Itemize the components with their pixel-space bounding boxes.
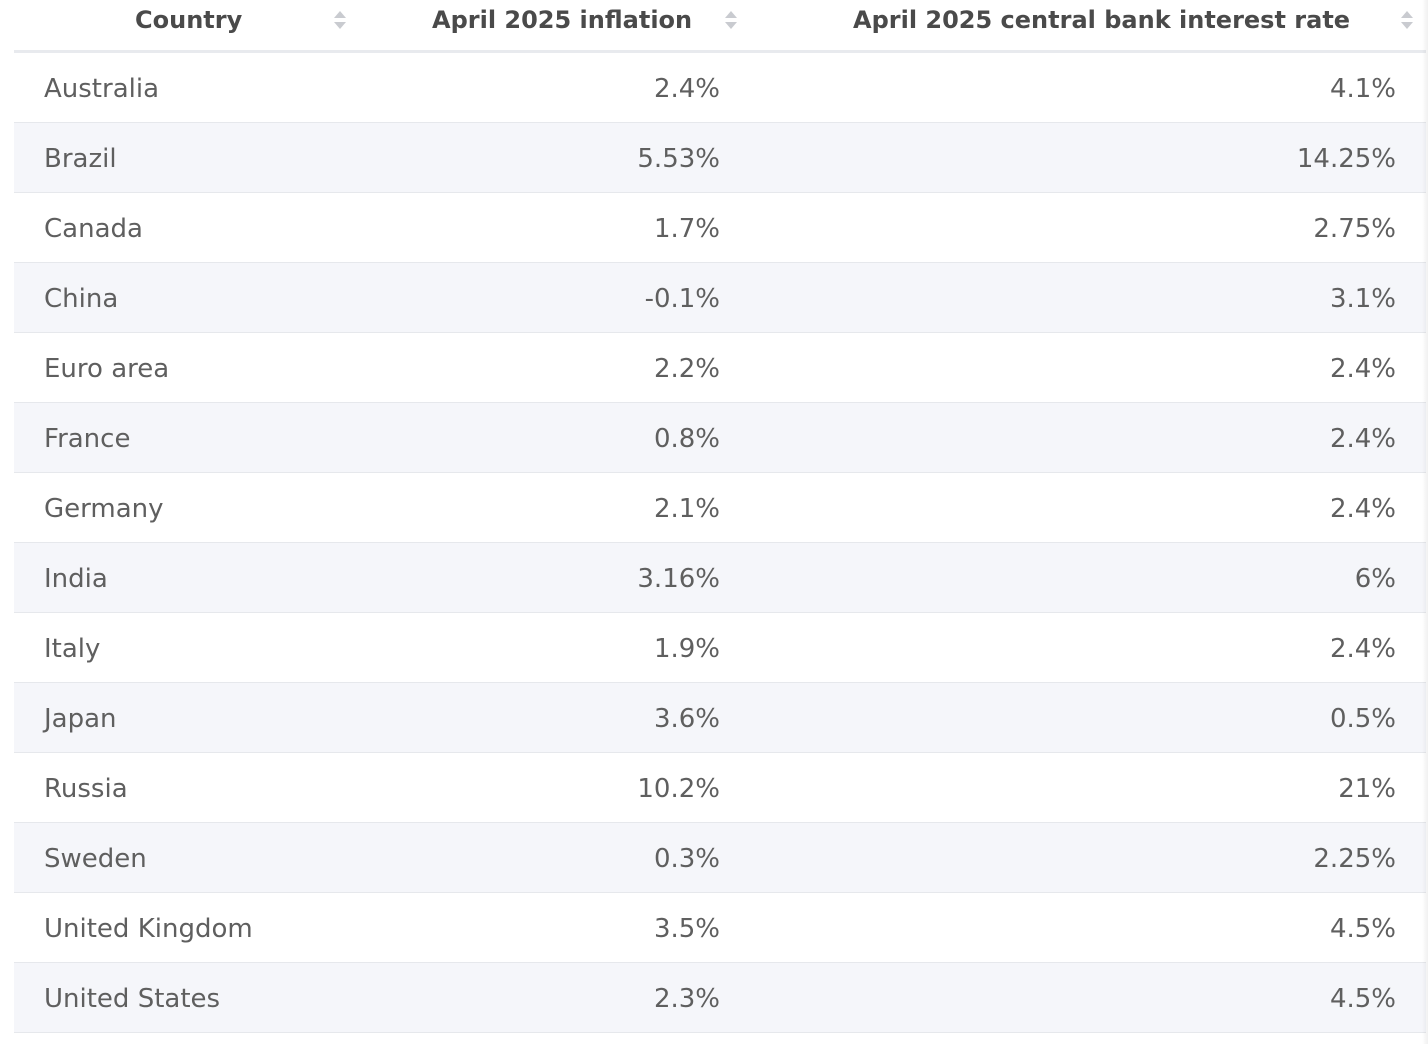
cell-interest-rate: 2.4% (1329, 494, 1396, 524)
cell-country: Germany (44, 494, 164, 524)
sort-icon[interactable] (1400, 8, 1414, 32)
cell-interest-rate: 4.5% (1329, 984, 1396, 1014)
table-row: China -0.1% 3.1% (14, 263, 1426, 333)
table-row: Germany 2.1% 2.4% (14, 473, 1426, 543)
cell-interest-rate: 2.4% (1329, 354, 1396, 384)
cell-inflation: 3.16% (637, 564, 720, 594)
cell-interest-rate: 21% (1338, 774, 1396, 804)
table-row: Japan 3.6% 0.5% (14, 683, 1426, 753)
column-header-country[interactable]: Country (135, 0, 242, 40)
cell-inflation: 0.3% (653, 844, 720, 874)
table-row: Sweden 0.3% 2.25% (14, 823, 1426, 893)
cell-inflation: 2.1% (653, 494, 720, 524)
cell-country: Australia (44, 74, 160, 104)
cell-interest-rate: 2.4% (1329, 424, 1396, 454)
sort-icon[interactable] (724, 8, 738, 32)
cell-interest-rate: 2.75% (1313, 214, 1396, 244)
cell-country: Sweden (44, 844, 147, 874)
cell-interest-rate: 2.4% (1329, 634, 1396, 664)
scroll-edge-shadow (1422, 0, 1428, 1044)
cell-inflation: 3.5% (653, 914, 720, 944)
data-table: Country April 2025 inflation April 2025 … (14, 0, 1426, 1033)
table-row: Brazil 5.53% 14.25% (14, 123, 1426, 193)
column-header-inflation[interactable]: April 2025 inflation (432, 0, 692, 40)
cell-interest-rate: 0.5% (1329, 704, 1396, 734)
cell-interest-rate: 3.1% (1329, 284, 1396, 314)
cell-interest-rate: 4.5% (1329, 914, 1396, 944)
table-row: India 3.16% 6% (14, 543, 1426, 613)
sort-icon[interactable] (333, 8, 347, 32)
table-body: Australia 2.4% 4.1% Brazil 5.53% 14.25% Canada… (14, 53, 1426, 1033)
table-row: Australia 2.4% 4.1% (14, 53, 1426, 123)
cell-inflation: 1.9% (653, 634, 720, 664)
cell-country: Euro area (44, 354, 170, 384)
cell-inflation: 1.7% (653, 214, 720, 244)
column-header-label: April 2025 central bank interest rate (853, 6, 1351, 34)
table-header: Country April 2025 inflation April 2025 … (14, 0, 1426, 53)
table-row: United Kingdom 3.5% 4.5% (14, 893, 1426, 963)
cell-country: Canada (44, 214, 143, 244)
column-header-label: Country (135, 6, 243, 34)
table-row: France 0.8% 2.4% (14, 403, 1426, 473)
column-header-label: April 2025 inflation (432, 6, 693, 34)
cell-inflation: 5.53% (637, 144, 720, 174)
cell-country: United States (44, 984, 221, 1014)
cell-interest-rate: 4.1% (1329, 74, 1396, 104)
cell-interest-rate: 14.25% (1296, 144, 1396, 174)
cell-inflation: 2.2% (653, 354, 720, 384)
cell-inflation: 10.2% (637, 774, 720, 804)
cell-interest-rate: 2.25% (1313, 844, 1396, 874)
cell-inflation: 3.6% (653, 704, 720, 734)
cell-country: India (44, 564, 108, 594)
cell-inflation: 2.3% (653, 984, 720, 1014)
table-row: Canada 1.7% 2.75% (14, 193, 1426, 263)
cell-country: France (44, 424, 131, 454)
cell-country: United Kingdom (44, 914, 253, 944)
table-row: Euro area 2.2% 2.4% (14, 333, 1426, 403)
cell-country: Russia (44, 774, 128, 804)
cell-interest-rate: 6% (1354, 564, 1396, 594)
cell-inflation: 2.4% (653, 74, 720, 104)
column-header-interest-rate[interactable]: April 2025 central bank interest rate (853, 0, 1350, 40)
cell-country: China (44, 284, 119, 314)
cell-country: Italy (44, 634, 101, 664)
table-row: Russia 10.2% 21% (14, 753, 1426, 823)
table-row: Italy 1.9% 2.4% (14, 613, 1426, 683)
cell-inflation: -0.1% (644, 284, 720, 314)
table-row: United States 2.3% 4.5% (14, 963, 1426, 1033)
cell-country: Japan (44, 704, 117, 734)
cell-inflation: 0.8% (653, 424, 720, 454)
cell-country: Brazil (44, 144, 117, 174)
